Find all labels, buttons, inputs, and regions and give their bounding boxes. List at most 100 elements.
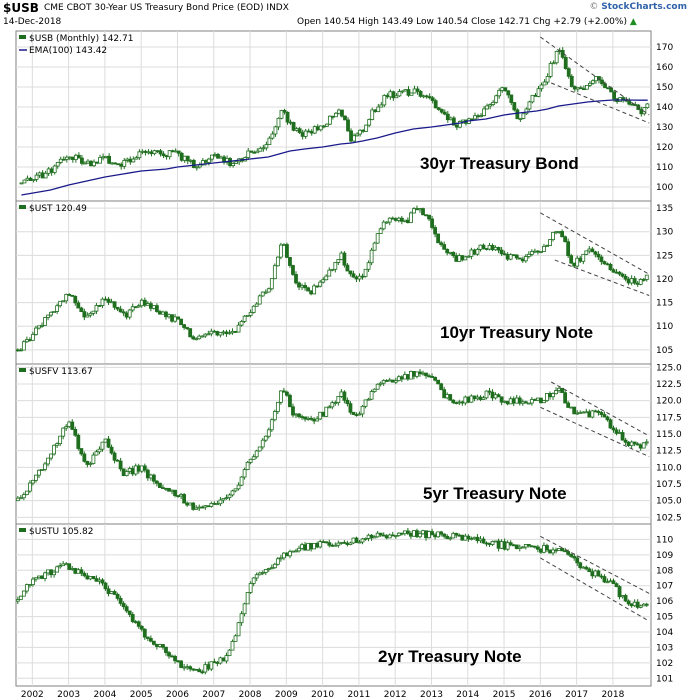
panel-ust: 105 110 115 120 125 130 135 $UST 120.49 10yr Tre…	[15, 200, 673, 365]
up-arrow-icon: ▲	[629, 17, 637, 27]
candle-body	[227, 494, 232, 499]
candle-body	[442, 244, 447, 250]
y-tick-label: 101	[656, 674, 673, 684]
candle-body	[148, 303, 153, 309]
candle-body	[103, 438, 108, 443]
candle-body	[491, 102, 496, 105]
candle-body	[285, 552, 289, 557]
candle-body	[104, 155, 109, 158]
candle-body	[52, 444, 56, 455]
candle-body	[569, 406, 574, 409]
candle-body	[554, 51, 559, 64]
candle-body	[635, 601, 640, 608]
candle-body	[588, 82, 592, 86]
candle-body	[122, 160, 127, 167]
candle-body	[575, 257, 580, 267]
candle-body	[282, 244, 286, 246]
candle-body	[212, 330, 217, 333]
candle-body	[399, 532, 404, 535]
candle-body	[605, 581, 610, 584]
candles	[15, 368, 649, 511]
candle-body	[623, 275, 628, 280]
x-tick-label: 2015	[493, 690, 516, 700]
candle-body	[112, 301, 117, 308]
symbol-description: CME CBOT 30-Year US Treasury Bond Price …	[44, 3, 289, 13]
candle-body	[142, 299, 147, 306]
candle-body	[484, 248, 489, 250]
legend-price: $USFV 113.67	[29, 367, 93, 377]
candle-body	[85, 460, 90, 465]
candle-body	[469, 538, 474, 540]
candle-body	[200, 506, 205, 509]
candle-body	[611, 269, 616, 273]
candle-body	[70, 421, 75, 430]
candle-body	[278, 244, 283, 258]
candle-body	[291, 265, 295, 275]
candle-body	[475, 536, 480, 542]
candle-body	[291, 550, 295, 553]
candle-body	[500, 87, 505, 91]
candle-body	[112, 452, 117, 461]
legend-price: $USTU 105.82	[29, 527, 93, 537]
candle-body	[121, 311, 126, 314]
candle-body	[378, 532, 383, 536]
candle-body	[83, 162, 87, 165]
candle-body	[393, 535, 398, 537]
candle-body	[206, 664, 211, 670]
candle-body	[532, 399, 537, 401]
candle-body	[427, 214, 431, 220]
candle-body	[230, 490, 235, 496]
candle-body	[155, 643, 159, 647]
candle-body	[575, 557, 580, 564]
candle-body	[18, 595, 23, 600]
candle-body	[309, 542, 314, 550]
candle-body	[269, 419, 274, 431]
candle-body	[451, 532, 456, 539]
candle-body	[424, 530, 428, 539]
y-tick-label: 109	[656, 551, 673, 561]
candle-body	[548, 549, 552, 554]
candle-body	[523, 256, 528, 262]
candle-body	[219, 156, 223, 159]
candle-body	[402, 530, 407, 535]
candle-body	[94, 305, 99, 312]
candle-body	[258, 147, 263, 152]
candle-body	[188, 666, 193, 670]
candle-body	[151, 305, 156, 309]
y-tick-label: 115.0	[656, 430, 682, 440]
y-tick-label: 104	[656, 628, 673, 638]
candle-body	[73, 429, 78, 436]
candle-body	[167, 150, 172, 158]
candle-body	[364, 124, 369, 132]
candle-body	[526, 253, 531, 257]
candle-body	[644, 274, 649, 280]
candle-body	[469, 249, 474, 257]
candle-body	[366, 262, 371, 270]
candle-body	[297, 282, 301, 288]
y-tick-label: 120	[656, 143, 673, 153]
candle-body	[167, 488, 171, 492]
candle-body	[263, 291, 268, 294]
candle-body	[433, 534, 438, 538]
candle-body	[382, 95, 387, 106]
candle-body	[136, 305, 141, 308]
candle-body	[194, 166, 199, 169]
panel-annotation: 2yr Treasury Note	[378, 647, 522, 666]
x-tick-label: 2002	[21, 690, 44, 700]
candle-body	[118, 308, 123, 313]
candle-body	[396, 532, 401, 536]
candle-body	[246, 150, 251, 158]
legend-ema: EMA(100) 143.42	[29, 46, 107, 56]
candle-body	[415, 530, 419, 538]
candle-body	[297, 547, 301, 552]
x-tick-label: 2011	[347, 690, 370, 700]
x-tick-label: 2014	[456, 690, 479, 700]
candle-body	[539, 548, 543, 553]
candle-body	[563, 550, 568, 553]
candle-body	[605, 416, 610, 421]
candle-body	[285, 244, 289, 258]
candle-body	[312, 285, 317, 295]
candle-body	[315, 126, 320, 131]
candle-body	[381, 221, 386, 230]
legend-swatch-price	[19, 35, 26, 39]
